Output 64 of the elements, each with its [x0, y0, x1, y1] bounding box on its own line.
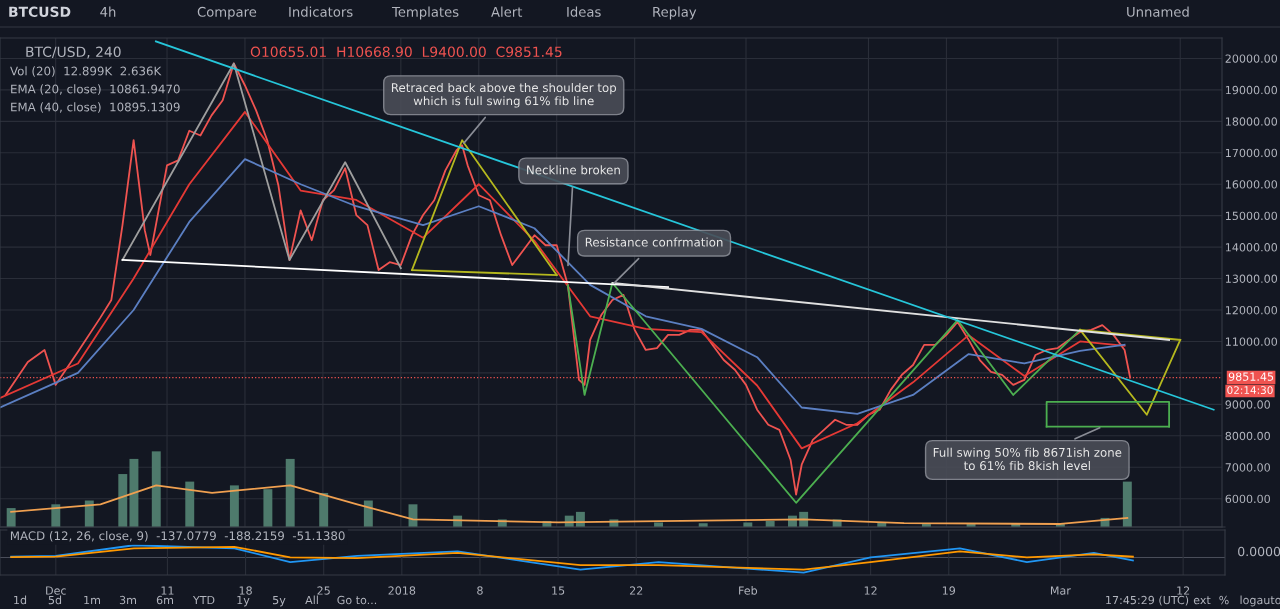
- annotation: O10655.01 H10668.90 L9400.00 C9851.45: [250, 46, 562, 58]
- y-tick-label: 17000.00: [1226, 148, 1278, 158]
- y-tick-label: 20000.00: [1225, 54, 1278, 63]
- text: MACD (12, 26, close, 9) -137.0779 -188.2159 -51.1380: [10, 531, 345, 542]
- text: 1y: [237, 595, 250, 607]
- text: 17:45:29 (UTC): [1106, 595, 1189, 606]
- annotation: EMA (40, close) 10895.1309: [11, 102, 180, 113]
- text: Alert: [491, 6, 523, 17]
- annotation: Neckline broken: [527, 165, 620, 175]
- x-tick-label: Feb: [739, 586, 758, 595]
- y-tick-label: 18000.00: [1226, 117, 1278, 126]
- y-tick-label: 15000.00: [1226, 211, 1278, 221]
- x-tick-label: 12: [1177, 586, 1190, 595]
- y-tick-label: 9000.00: [1225, 400, 1270, 409]
- text: ext: [1193, 596, 1211, 605]
- x-tick-label: 11: [161, 586, 174, 595]
- y-tick-label: 8000.00: [1225, 431, 1270, 441]
- text: Go to...: [337, 595, 377, 605]
- text: Replay: [653, 6, 697, 20]
- text: YTD: [192, 595, 215, 605]
- text: Unnamed: [1127, 6, 1189, 17]
- y-tick-label: 19000.00: [1226, 85, 1278, 95]
- x-tick-label: Mar: [1050, 586, 1071, 595]
- x-tick-label: 18: [239, 586, 252, 595]
- text: Indicators: [289, 6, 353, 17]
- x-tick-label: 12: [864, 586, 877, 595]
- ref-line-label: 9851.45: [1228, 372, 1274, 381]
- x-tick-label: Dec: [46, 586, 66, 595]
- x-tick-label: 15: [552, 586, 565, 595]
- y-tick-label: 12000.00: [1226, 305, 1278, 315]
- text: Templates: [391, 6, 459, 20]
- text: 0.0000: [1238, 546, 1280, 557]
- text: 6m: [156, 595, 173, 605]
- y-tick-label: 6000.00: [1225, 494, 1270, 504]
- text: 1m: [84, 595, 100, 605]
- text: All: [305, 595, 318, 605]
- text: 5d: [48, 595, 62, 605]
- x-tick-label: 22: [629, 586, 643, 595]
- y-tick-label: 14000.00: [1226, 243, 1278, 252]
- text: 02:14:30: [1227, 386, 1273, 395]
- y-tick-label: 16000.00: [1226, 180, 1278, 189]
- annotation: EMA (20, close) 10861.9470: [11, 84, 180, 95]
- annotation: Vol (20) 12.899K 2.636K: [10, 66, 162, 77]
- y-tick-label: 11000.00: [1226, 337, 1278, 346]
- chart-title: BTCUSD: [9, 6, 71, 18]
- text: Compare: [197, 6, 257, 20]
- text: log: [1240, 595, 1256, 607]
- text: 4h: [100, 6, 116, 17]
- text: auto: [1257, 596, 1280, 605]
- text: 1d: [14, 595, 27, 605]
- annotation: Full swing 50% fib 8671ish zone to 61% fib 8kish level: [933, 447, 1122, 471]
- y-tick-label: 7000.00: [1225, 463, 1270, 472]
- text: 3m: [119, 595, 136, 605]
- text: Ideas: [567, 6, 601, 17]
- annotation: Resistance confrmation: [585, 237, 723, 247]
- x-tick-label: 19: [942, 586, 956, 595]
- x-tick-label: 8: [477, 586, 483, 595]
- x-tick-label: 25: [317, 586, 330, 595]
- annotation: BTC/USD, 240: [26, 46, 121, 59]
- text: %: [1219, 595, 1229, 605]
- y-tick-label: 13000.00: [1226, 274, 1278, 283]
- x-tick-label: 2018: [388, 586, 416, 595]
- annotation: Retraced back above the shoulder top which is full swing 61% fib line: [391, 82, 617, 108]
- text: 5y: [273, 595, 286, 607]
